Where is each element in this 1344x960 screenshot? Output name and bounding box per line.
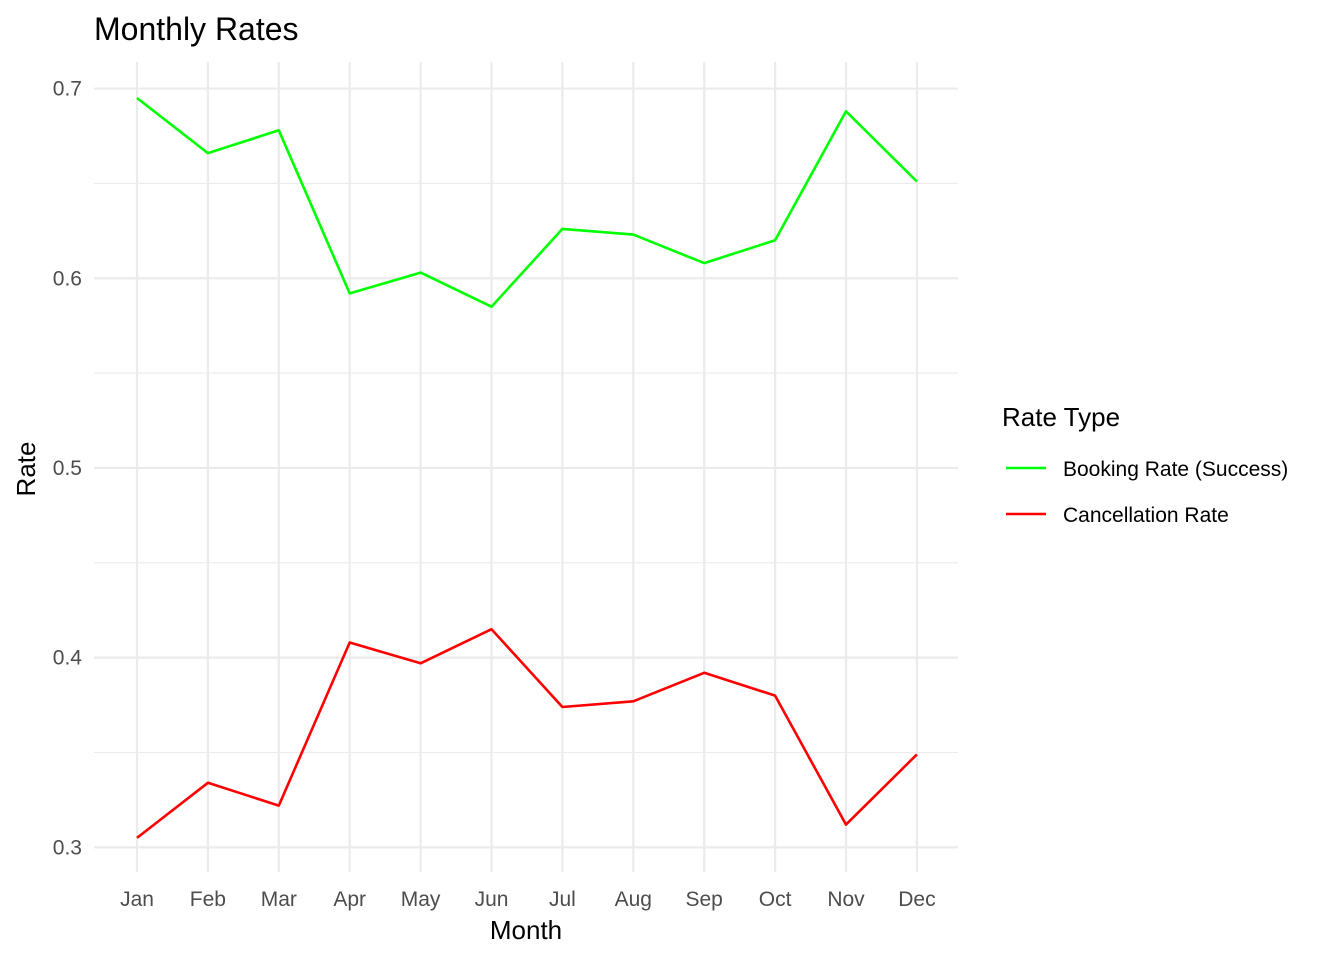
y-axis-title: Rate — [11, 442, 41, 497]
x-axis-title: Month — [490, 915, 562, 945]
x-tick-label: Apr — [333, 888, 366, 911]
legend-label: Cancellation Rate — [1063, 504, 1229, 527]
x-tick-label: Feb — [190, 888, 226, 911]
series-lines — [136, 96, 918, 839]
y-tick-label: 0.5 — [53, 457, 82, 480]
x-tick-label: Oct — [759, 888, 792, 911]
x-tick-label: Jun — [475, 888, 509, 911]
x-tick-label: Mar — [261, 888, 297, 911]
x-tick-label: Nov — [827, 888, 865, 911]
series-line-cancellation-rate — [136, 627, 918, 839]
legend-title: Rate Type — [1002, 402, 1120, 432]
y-axis-ticks: 0.3 0.4 0.5 0.6 0.7 — [53, 78, 83, 860]
x-tick-label: Dec — [898, 888, 935, 911]
legend-label: Booking Rate (Success) — [1063, 458, 1288, 481]
y-tick-label: 0.4 — [53, 647, 83, 670]
x-tick-label: Jan — [120, 888, 154, 911]
x-axis-ticks: Jan Feb Mar Apr May Jun Jul Aug Sep Oct Nov Dec — [120, 888, 936, 911]
legend: Rate Type Booking Rate (Success) Cancella… — [1002, 402, 1288, 527]
y-tick-label: 0.6 — [53, 267, 82, 290]
chart-title: Monthly Rates — [94, 11, 299, 47]
x-tick-label: Aug — [615, 888, 652, 911]
grid — [94, 62, 958, 872]
x-tick-label: May — [401, 888, 441, 911]
y-tick-label: 0.3 — [53, 836, 82, 859]
y-tick-label: 0.7 — [53, 78, 82, 101]
x-tick-label: Jul — [549, 888, 576, 911]
series-line-booking-rate — [136, 96, 918, 309]
x-tick-label: Sep — [686, 888, 723, 911]
